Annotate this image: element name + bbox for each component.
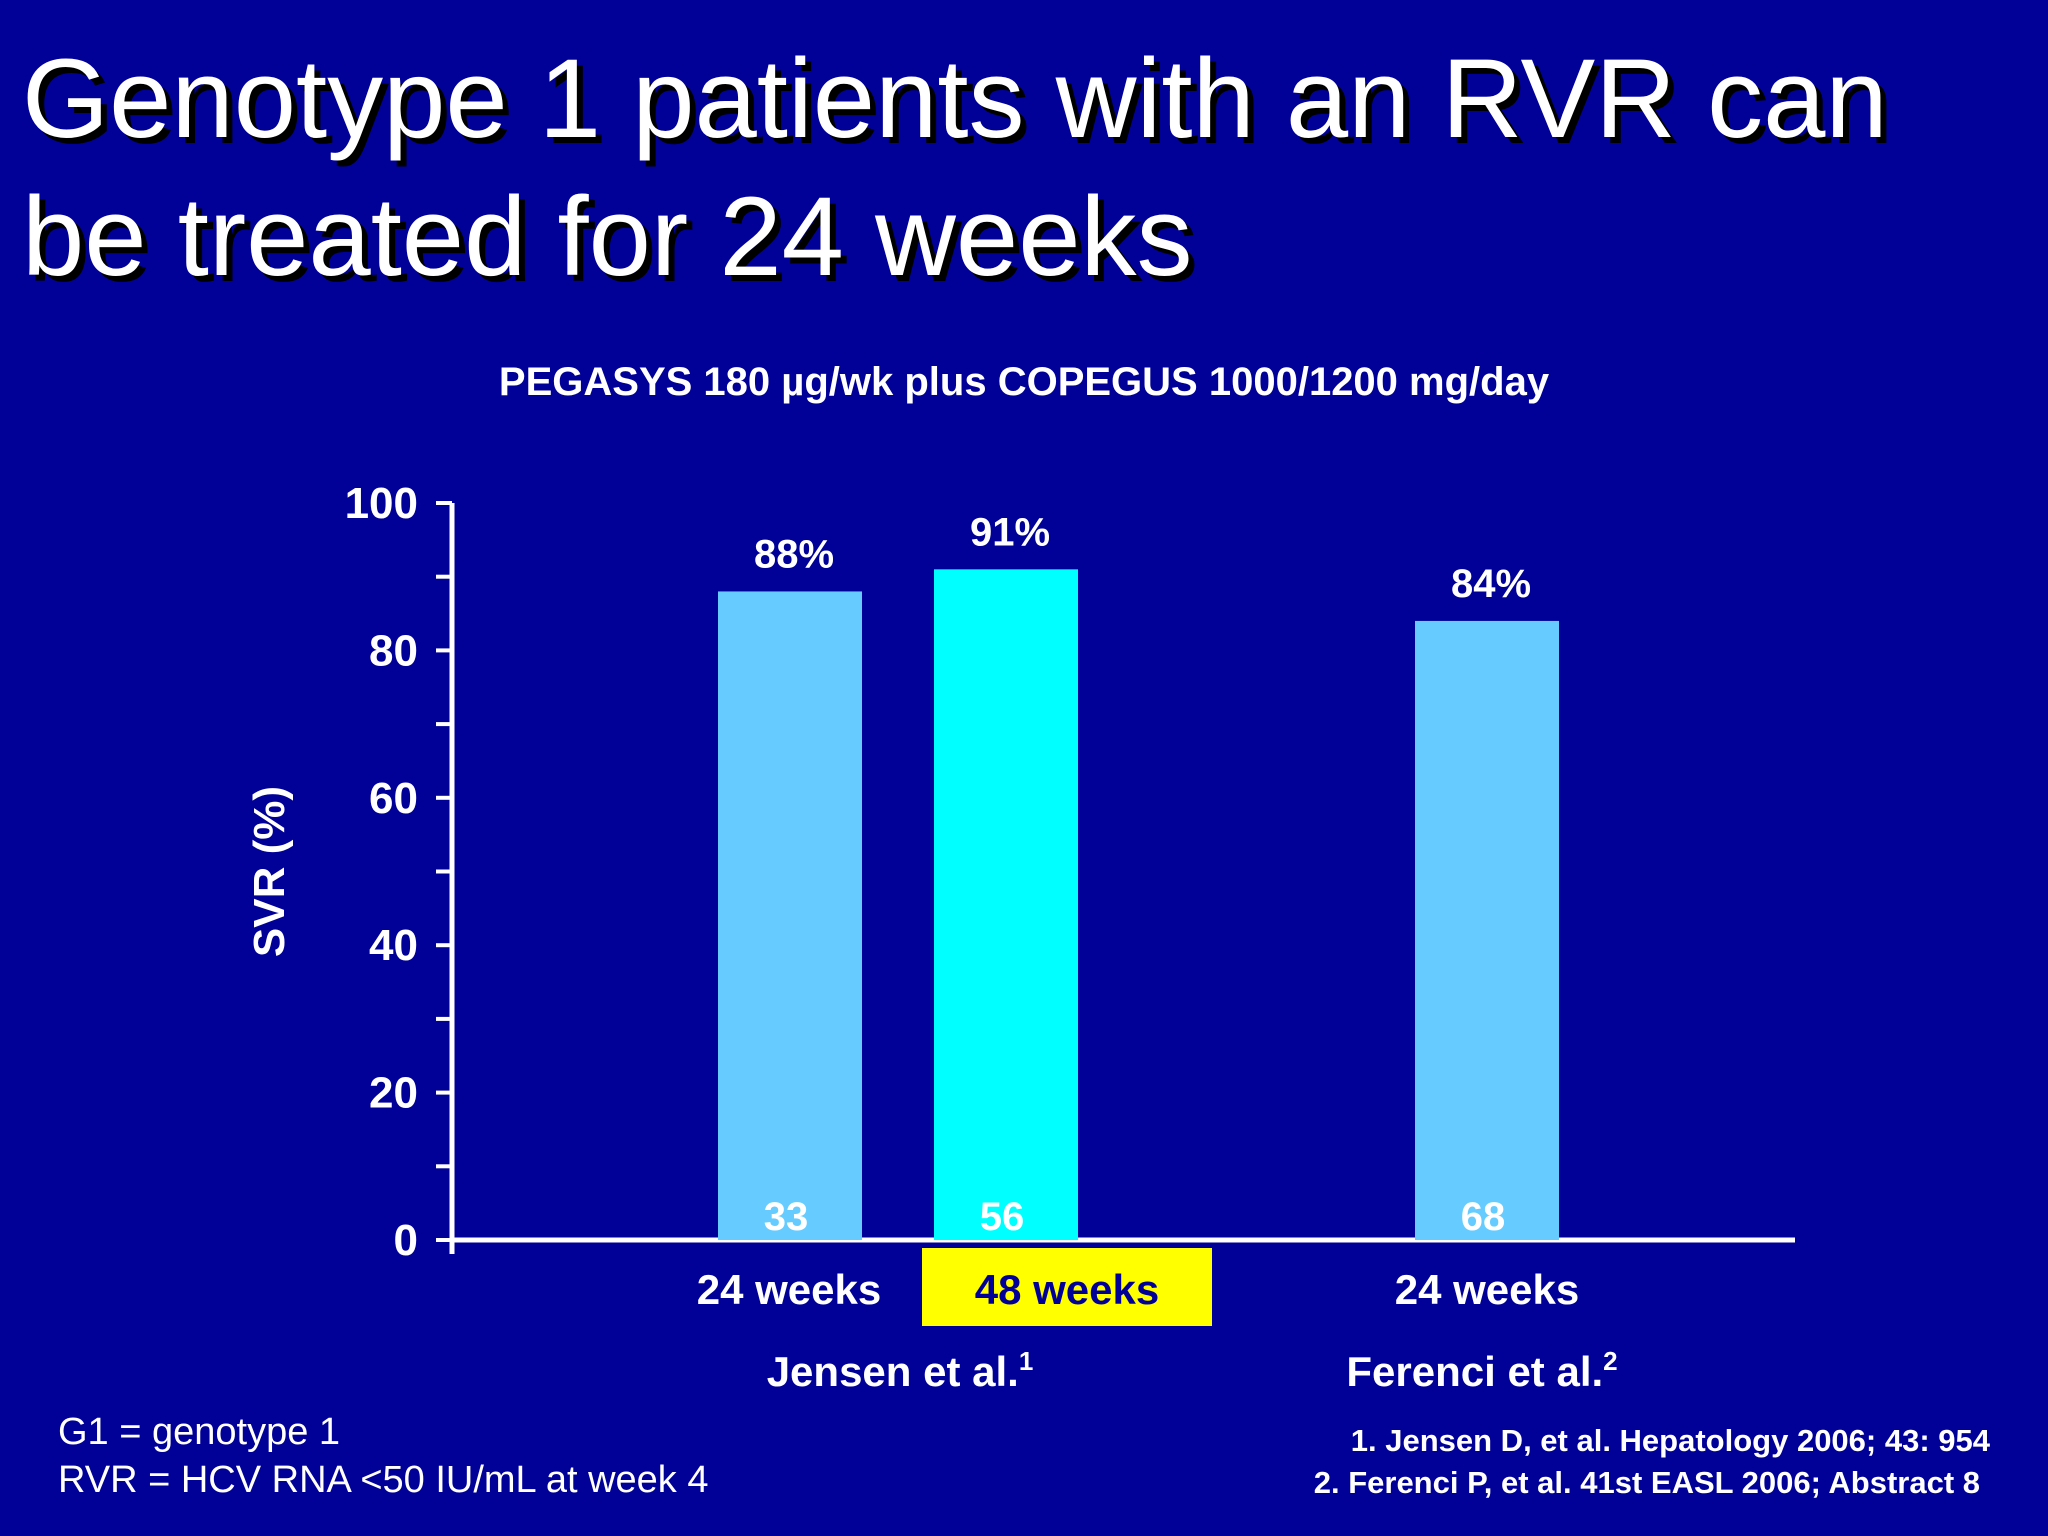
category-label: 24 weeks [697, 1266, 882, 1313]
slide-title: Genotype 1 patients with an RVR can be t… [22, 30, 2022, 306]
slide-title-line-1: Genotype 1 patients with an RVR can [22, 36, 1888, 161]
references: 1. Jensen D, et al. Hepatology 2006; 43:… [1314, 1420, 1990, 1504]
group-superscript: 2 [1603, 1346, 1617, 1376]
group-superscript: 1 [1019, 1346, 1033, 1376]
y-tick-label: 20 [369, 1069, 418, 1118]
footnote-g1: G1 = genotype 1 [58, 1411, 341, 1453]
bar-1 [718, 591, 862, 1240]
reference-1: 1. Jensen D, et al. Hepatology 2006; 43:… [1350, 1423, 1990, 1458]
footnote-rvr: RVR = HCV RNA <50 IU/mL at week 4 [58, 1459, 709, 1501]
category-label: 24 weeks [1395, 1266, 1580, 1313]
group-label: Ferenci et al.2 [1346, 1346, 1617, 1395]
slide-title-line-2: be treated for 24 weeks [22, 174, 1193, 299]
group-name: Ferenci et al. [1346, 1348, 1603, 1395]
svr-bar-chart: PEGASYS 180 µg/wk plus COPEGUS 1000/1200… [245, 360, 1795, 1395]
reference-2: 2. Ferenci P, et al. 41st EASL 2006; Abs… [1313, 1465, 1980, 1500]
bar-n-label: 56 [980, 1195, 1025, 1239]
bar-3 [1415, 620, 1559, 1240]
bar-value-label: 91% [970, 510, 1050, 554]
bar-n-label: 33 [764, 1195, 809, 1239]
y-tick-label: 40 [369, 921, 418, 970]
footnotes: G1 = genotype 1 RVR = HCV RNA <50 IU/mL … [58, 1408, 709, 1504]
y-axis-label: SVR (%) [245, 786, 294, 957]
bar-value-label: 88% [754, 532, 834, 576]
bar-value-label: 84% [1451, 562, 1531, 606]
y-tick-label: 80 [369, 626, 418, 675]
y-tick-label: 0 [394, 1216, 418, 1265]
highlight-box [922, 1248, 1212, 1326]
y-tick-label: 100 [345, 479, 418, 528]
chart-title: PEGASYS 180 µg/wk plus COPEGUS 1000/1200… [499, 360, 1550, 404]
group-label: Jensen et al.1 [767, 1346, 1034, 1395]
bar-2 [934, 569, 1078, 1240]
group-name: Jensen et al. [767, 1348, 1019, 1395]
bar-n-label: 68 [1461, 1195, 1506, 1239]
category-label-highlighted: 48 weeks [975, 1266, 1160, 1313]
y-tick-label: 60 [369, 774, 418, 823]
